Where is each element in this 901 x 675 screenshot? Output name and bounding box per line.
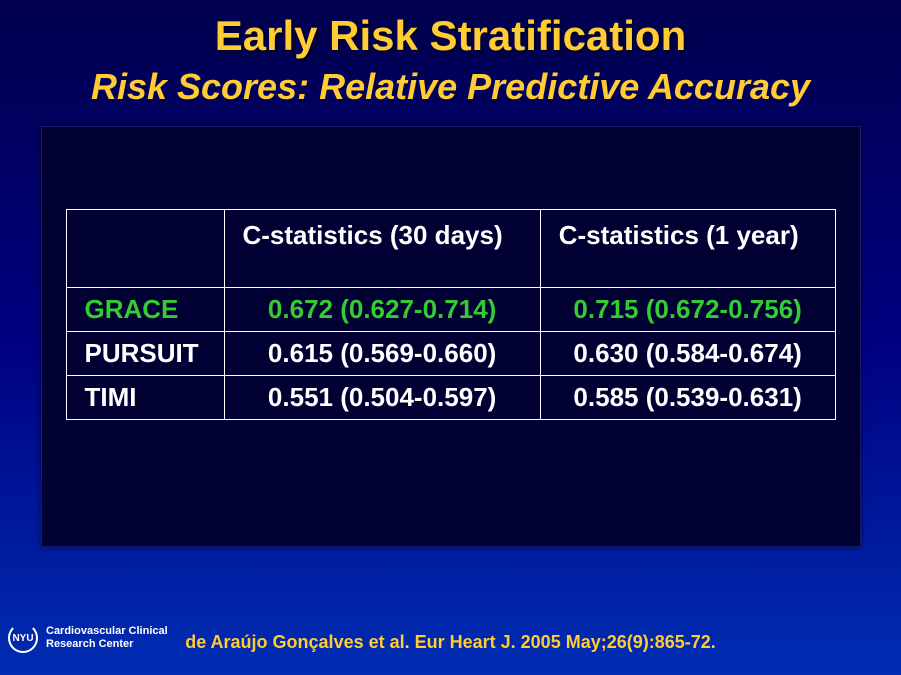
col-blank xyxy=(66,210,224,288)
row-label: GRACE xyxy=(66,288,224,332)
table-header-row: C-statistics (30 days) C-statistics (1 y… xyxy=(66,210,835,288)
row-c30: 0.615 (0.569-0.660) xyxy=(224,332,540,376)
row-c30: 0.672 (0.627-0.714) xyxy=(224,288,540,332)
table-row: PURSUIT 0.615 (0.569-0.660) 0.630 (0.584… xyxy=(66,332,835,376)
row-c1y: 0.630 (0.584-0.674) xyxy=(540,332,835,376)
page-subtitle: Risk Scores: Relative Predictive Accurac… xyxy=(0,66,901,108)
citation: de Araújo Gonçalves et al. Eur Heart J. … xyxy=(0,632,901,653)
row-label: TIMI xyxy=(66,376,224,420)
row-label: PURSUIT xyxy=(66,332,224,376)
table-row: GRACE 0.672 (0.627-0.714) 0.715 (0.672-0… xyxy=(66,288,835,332)
col-c1y: C-statistics (1 year) xyxy=(540,210,835,288)
table-panel: C-statistics (30 days) C-statistics (1 y… xyxy=(41,126,861,547)
page-title: Early Risk Stratification xyxy=(0,0,901,60)
row-c1y: 0.585 (0.539-0.631) xyxy=(540,376,835,420)
table-row: TIMI 0.551 (0.504-0.597) 0.585 (0.539-0.… xyxy=(66,376,835,420)
row-c1y: 0.715 (0.672-0.756) xyxy=(540,288,835,332)
risk-score-table: C-statistics (30 days) C-statistics (1 y… xyxy=(66,209,836,420)
row-c30: 0.551 (0.504-0.597) xyxy=(224,376,540,420)
col-c30: C-statistics (30 days) xyxy=(224,210,540,288)
